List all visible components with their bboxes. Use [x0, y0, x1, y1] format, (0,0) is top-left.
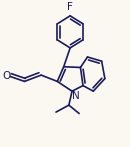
- Text: N: N: [72, 91, 80, 101]
- Text: F: F: [67, 2, 73, 12]
- Text: O: O: [3, 71, 11, 81]
